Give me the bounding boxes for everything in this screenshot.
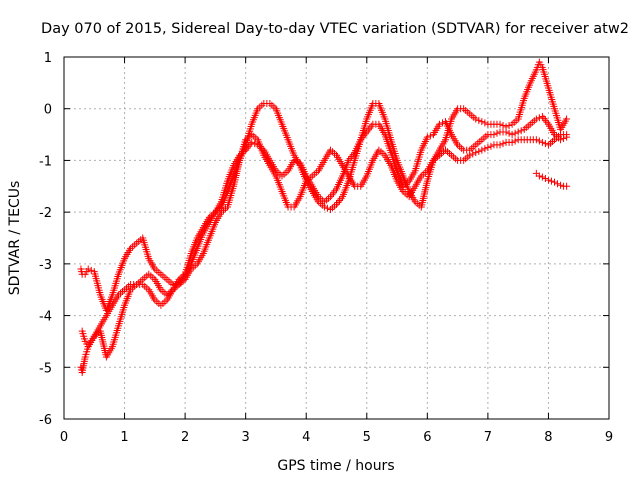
data-point — [514, 128, 522, 136]
axis-ticks: 0 1 2 3 4 5 6 7 8 910-1-2-3-4-5-6 — [39, 51, 613, 445]
data-point — [348, 153, 356, 161]
data-point — [328, 191, 336, 199]
data-point — [532, 136, 540, 144]
data-point — [535, 172, 543, 180]
x-tick-label: 7 — [484, 430, 492, 445]
data-point — [563, 115, 571, 123]
data-point — [490, 131, 498, 139]
data-point — [538, 112, 546, 120]
data-point — [435, 120, 443, 128]
x-axis-label: GPS time / hours — [277, 458, 394, 474]
grid-lines — [64, 57, 609, 419]
data-point — [499, 122, 507, 130]
data-point — [511, 137, 519, 145]
y-tick-label: -4 — [39, 310, 52, 325]
data-point — [517, 127, 525, 135]
x-tick-label: 3 — [242, 430, 250, 445]
data-point — [248, 138, 256, 146]
data-point — [535, 137, 543, 145]
plot-frame — [63, 56, 610, 420]
y-tick-label: 0 — [44, 103, 52, 118]
data-point — [499, 140, 507, 148]
data-point — [478, 146, 486, 154]
data-point — [481, 145, 489, 153]
y-tick-label: -6 — [39, 413, 52, 428]
data-point — [508, 131, 516, 139]
x-tick-label: 9 — [605, 430, 613, 445]
data-point — [290, 156, 298, 164]
data-point — [544, 176, 552, 184]
data-point — [563, 131, 571, 139]
data-point — [505, 129, 513, 137]
data-point — [535, 114, 543, 122]
y-tick-label: -1 — [39, 154, 52, 169]
x-tick-label: 0 — [60, 430, 68, 445]
y-tick-label: -5 — [39, 361, 52, 376]
x-tick-label: 1 — [120, 430, 128, 445]
x-tick-label: 4 — [302, 430, 310, 445]
data-point — [466, 151, 474, 159]
data-point — [493, 129, 501, 137]
data-point — [532, 115, 540, 123]
data-point — [538, 173, 546, 181]
data-point — [336, 197, 344, 205]
y-tick-label: -3 — [39, 258, 52, 273]
data-point — [502, 128, 510, 136]
data-point — [251, 140, 259, 148]
data-point — [423, 133, 431, 141]
data-point — [426, 132, 434, 140]
data-point — [496, 141, 504, 149]
y-axis-label: SDTVAR / TECUs — [7, 181, 23, 296]
data-point — [481, 119, 489, 127]
data-point — [87, 266, 95, 274]
data-point — [541, 175, 549, 183]
chart-title: Day 070 of 2015, Sidereal Day-to-day VTE… — [41, 21, 629, 37]
data-point — [293, 158, 301, 166]
data-point — [511, 129, 519, 137]
data-point — [487, 142, 495, 150]
data-point — [472, 115, 480, 123]
y-tick-label: -2 — [39, 206, 52, 221]
data-points — [77, 58, 571, 376]
data-point — [557, 181, 565, 189]
x-tick-label: 5 — [363, 430, 371, 445]
data-point — [541, 116, 549, 124]
y-tick-label: 1 — [44, 51, 52, 66]
data-point — [505, 122, 513, 130]
x-tick-label: 8 — [544, 430, 552, 445]
data-point — [554, 180, 562, 188]
data-point — [472, 149, 480, 157]
data-point — [329, 189, 337, 197]
data-point — [538, 138, 546, 146]
x-tick-label: 2 — [181, 430, 189, 445]
data-point — [563, 182, 571, 190]
x-tick-label: 6 — [423, 430, 431, 445]
data-point — [478, 118, 486, 126]
data-point — [547, 177, 555, 185]
data-point — [508, 138, 516, 146]
data-point — [84, 265, 92, 273]
data-point — [540, 114, 548, 122]
data-point — [475, 116, 483, 124]
data-point — [438, 119, 446, 127]
data-point — [551, 178, 558, 186]
data-point — [469, 150, 477, 158]
data-point — [334, 198, 342, 206]
data-point — [496, 120, 504, 128]
data-point — [475, 147, 483, 155]
data-point — [484, 144, 492, 151]
